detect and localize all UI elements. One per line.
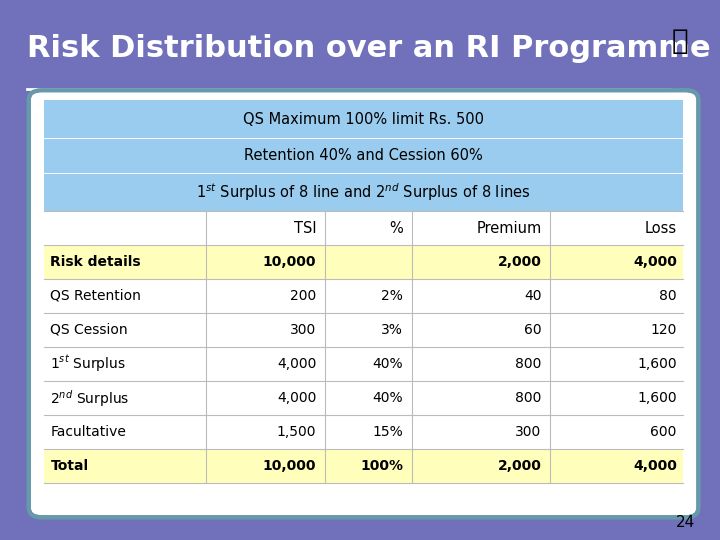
Text: QS Retention: QS Retention xyxy=(50,289,141,303)
Text: Risk details: Risk details xyxy=(50,255,141,269)
Text: 1,600: 1,600 xyxy=(637,357,677,371)
Text: TSI: TSI xyxy=(294,220,316,235)
Text: 4,000: 4,000 xyxy=(633,460,677,474)
Bar xyxy=(44,245,683,279)
Bar xyxy=(44,313,683,347)
Bar xyxy=(44,415,683,449)
Bar xyxy=(44,483,683,507)
Text: 3%: 3% xyxy=(382,323,403,337)
Text: 40: 40 xyxy=(524,289,541,303)
Text: QS Cession: QS Cession xyxy=(50,323,128,337)
Text: 4,000: 4,000 xyxy=(277,391,316,405)
Text: Facultative: Facultative xyxy=(50,426,126,440)
Text: Loss: Loss xyxy=(644,220,677,235)
Text: Total: Total xyxy=(50,460,89,474)
Bar xyxy=(44,173,683,211)
Text: 300: 300 xyxy=(516,426,541,440)
Text: 15%: 15% xyxy=(372,426,403,440)
Text: Retention 40% and Cession 60%: Retention 40% and Cession 60% xyxy=(244,148,483,163)
Text: 🔥: 🔥 xyxy=(672,26,689,55)
Text: 40%: 40% xyxy=(373,391,403,405)
Bar xyxy=(44,279,683,313)
Text: QS Maximum 100% limit Rs. 500: QS Maximum 100% limit Rs. 500 xyxy=(243,112,484,127)
Text: 1,500: 1,500 xyxy=(276,426,316,440)
Bar xyxy=(44,211,683,245)
Text: 300: 300 xyxy=(290,323,316,337)
Text: 200: 200 xyxy=(290,289,316,303)
Text: 10,000: 10,000 xyxy=(263,460,316,474)
Text: 600: 600 xyxy=(650,426,677,440)
FancyBboxPatch shape xyxy=(29,90,698,517)
Text: 80: 80 xyxy=(660,289,677,303)
Bar xyxy=(44,347,683,381)
Bar xyxy=(44,139,683,173)
Text: %: % xyxy=(390,220,403,235)
Text: 40%: 40% xyxy=(373,357,403,371)
Text: 1$^{st}$ Surplus of 8 line and 2$^{nd}$ Surplus of 8 lines: 1$^{st}$ Surplus of 8 line and 2$^{nd}$ … xyxy=(197,181,531,203)
Text: 800: 800 xyxy=(516,391,541,405)
Text: Premium: Premium xyxy=(477,220,541,235)
Text: 2$^{nd}$ Surplus: 2$^{nd}$ Surplus xyxy=(50,388,130,409)
Text: 100%: 100% xyxy=(360,460,403,474)
Text: 2%: 2% xyxy=(382,289,403,303)
Text: 2,000: 2,000 xyxy=(498,255,541,269)
Text: 4,000: 4,000 xyxy=(633,255,677,269)
Text: 1,600: 1,600 xyxy=(637,391,677,405)
Text: 1$^{st}$ Surplus: 1$^{st}$ Surplus xyxy=(50,354,126,374)
Text: 10,000: 10,000 xyxy=(263,255,316,269)
Bar xyxy=(44,381,683,415)
Bar xyxy=(44,449,683,483)
Text: 60: 60 xyxy=(524,323,541,337)
Text: 2,000: 2,000 xyxy=(498,460,541,474)
Text: 24: 24 xyxy=(675,515,695,530)
Text: 120: 120 xyxy=(650,323,677,337)
Text: 4,000: 4,000 xyxy=(277,357,316,371)
Bar xyxy=(44,100,683,138)
Text: 800: 800 xyxy=(516,357,541,371)
Text: Risk Distribution over an RI Programme: Risk Distribution over an RI Programme xyxy=(27,34,711,63)
